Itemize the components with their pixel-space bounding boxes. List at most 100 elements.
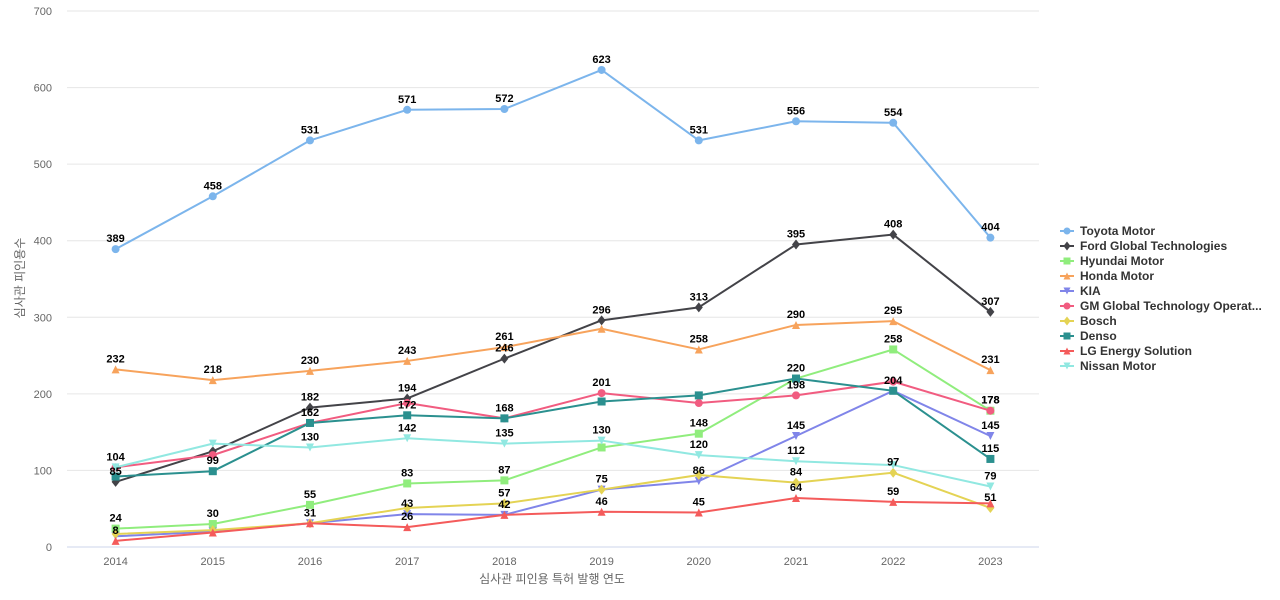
- data-point[interactable]: [111, 365, 120, 374]
- data-point[interactable]: [792, 374, 800, 383]
- data-point[interactable]: [889, 386, 898, 395]
- data-point[interactable]: [403, 523, 412, 532]
- legend-item[interactable]: GM Global Technology Operat...: [1060, 299, 1262, 313]
- data-point[interactable]: [500, 105, 509, 114]
- data-point[interactable]: [986, 406, 995, 415]
- data-point[interactable]: [306, 366, 314, 375]
- data-point[interactable]: [500, 353, 509, 364]
- data-point[interactable]: [208, 376, 217, 385]
- data-point[interactable]: [403, 479, 412, 488]
- data-point[interactable]: [694, 477, 703, 486]
- data-point[interactable]: [597, 65, 606, 74]
- data-point[interactable]: [208, 192, 217, 201]
- data-point[interactable]: [597, 436, 606, 445]
- legend-item[interactable]: Bosch: [1060, 314, 1117, 328]
- data-point[interactable]: [208, 467, 217, 476]
- data-point[interactable]: [208, 451, 217, 460]
- data-point[interactable]: [597, 484, 606, 495]
- data-point[interactable]: [597, 324, 606, 333]
- data-point[interactable]: [792, 431, 800, 440]
- data-point[interactable]: [208, 520, 217, 529]
- data-point[interactable]: [306, 519, 314, 528]
- data-point[interactable]: [986, 499, 995, 508]
- data-point[interactable]: [792, 239, 800, 250]
- data-point[interactable]: [986, 233, 995, 242]
- data-point[interactable]: [889, 377, 898, 386]
- data-point[interactable]: [111, 245, 120, 254]
- data-point[interactable]: [792, 320, 800, 329]
- data-label: 220: [787, 363, 805, 375]
- data-point[interactable]: [986, 366, 995, 375]
- data-point[interactable]: [889, 118, 898, 127]
- data-point[interactable]: [792, 117, 800, 126]
- data-point[interactable]: [986, 482, 995, 491]
- data-point[interactable]: [889, 461, 898, 470]
- data-point[interactable]: [306, 402, 314, 413]
- data-label: 295: [884, 305, 902, 317]
- data-point[interactable]: [111, 524, 120, 533]
- data-point[interactable]: [111, 472, 120, 481]
- data-point[interactable]: [208, 439, 217, 448]
- legend-item[interactable]: Honda Motor: [1060, 269, 1154, 283]
- data-point[interactable]: [500, 439, 509, 448]
- legend-item[interactable]: Hyundai Motor: [1060, 254, 1164, 268]
- data-point[interactable]: [792, 457, 800, 466]
- data-label: 145: [787, 420, 805, 432]
- data-point[interactable]: [597, 443, 606, 452]
- data-point[interactable]: [889, 345, 898, 354]
- data-point[interactable]: [694, 508, 703, 517]
- data-point[interactable]: [986, 306, 995, 317]
- data-point[interactable]: [694, 470, 703, 481]
- data-point[interactable]: [597, 315, 606, 326]
- data-point[interactable]: [111, 528, 120, 539]
- data-point[interactable]: [500, 476, 509, 485]
- data-point[interactable]: [694, 451, 703, 460]
- data-point[interactable]: [889, 317, 898, 326]
- data-point[interactable]: [306, 136, 314, 145]
- data-point[interactable]: [208, 528, 217, 537]
- data-point[interactable]: [792, 493, 800, 502]
- data-point[interactable]: [500, 414, 509, 423]
- data-point[interactable]: [111, 463, 120, 472]
- data-point[interactable]: [792, 391, 800, 400]
- data-point[interactable]: [306, 500, 314, 509]
- data-point[interactable]: [111, 536, 120, 545]
- data-point[interactable]: [694, 391, 703, 400]
- data-point[interactable]: [403, 399, 412, 408]
- data-label: 57: [498, 487, 510, 499]
- legend-item[interactable]: KIA: [1060, 284, 1101, 298]
- data-point[interactable]: [403, 502, 412, 513]
- data-point[interactable]: [694, 399, 703, 408]
- data-point[interactable]: [694, 345, 703, 354]
- data-point[interactable]: [986, 431, 995, 440]
- data-label: 389: [106, 233, 124, 245]
- data-point[interactable]: [306, 443, 314, 452]
- data-point[interactable]: [500, 498, 509, 509]
- data-point[interactable]: [694, 429, 703, 438]
- data-point[interactable]: [597, 389, 606, 398]
- data-point[interactable]: [597, 397, 606, 406]
- data-point[interactable]: [694, 302, 703, 313]
- data-point[interactable]: [500, 343, 509, 352]
- data-label: 395: [787, 229, 805, 241]
- data-point[interactable]: [500, 510, 509, 519]
- legend-item[interactable]: Ford Global Technologies: [1060, 239, 1227, 253]
- legend-item[interactable]: Toyota Motor: [1060, 224, 1155, 238]
- data-point[interactable]: [403, 411, 412, 420]
- legend-item[interactable]: Denso: [1060, 329, 1117, 343]
- legend-item[interactable]: Nissan Motor: [1060, 359, 1156, 373]
- data-point[interactable]: [403, 105, 412, 114]
- data-point[interactable]: [889, 229, 898, 240]
- data-point[interactable]: [597, 507, 606, 516]
- data-point[interactable]: [889, 497, 898, 506]
- data-point[interactable]: [792, 477, 800, 488]
- data-point[interactable]: [403, 356, 412, 365]
- data-point[interactable]: [986, 454, 995, 463]
- data-point[interactable]: [306, 418, 314, 427]
- legend-item[interactable]: LG Energy Solution: [1060, 344, 1192, 358]
- data-point[interactable]: [694, 136, 703, 145]
- data-point[interactable]: [403, 434, 412, 443]
- data-point[interactable]: [889, 467, 898, 478]
- data-point[interactable]: [403, 510, 412, 519]
